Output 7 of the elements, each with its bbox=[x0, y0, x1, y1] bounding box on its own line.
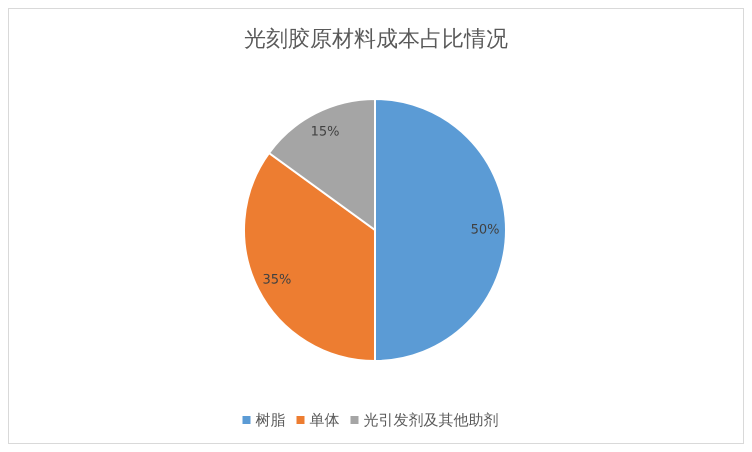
legend-label: 光引发剂及其他助剂 bbox=[364, 411, 498, 429]
legend-label: 树脂 bbox=[256, 411, 286, 429]
data-label: 15% bbox=[310, 124, 340, 140]
legend-label: 单体 bbox=[310, 411, 340, 429]
data-label: 50% bbox=[470, 222, 500, 238]
data-label: 35% bbox=[262, 272, 292, 288]
chart-title: 光刻胶原材料成本占比情况 bbox=[244, 27, 508, 52]
